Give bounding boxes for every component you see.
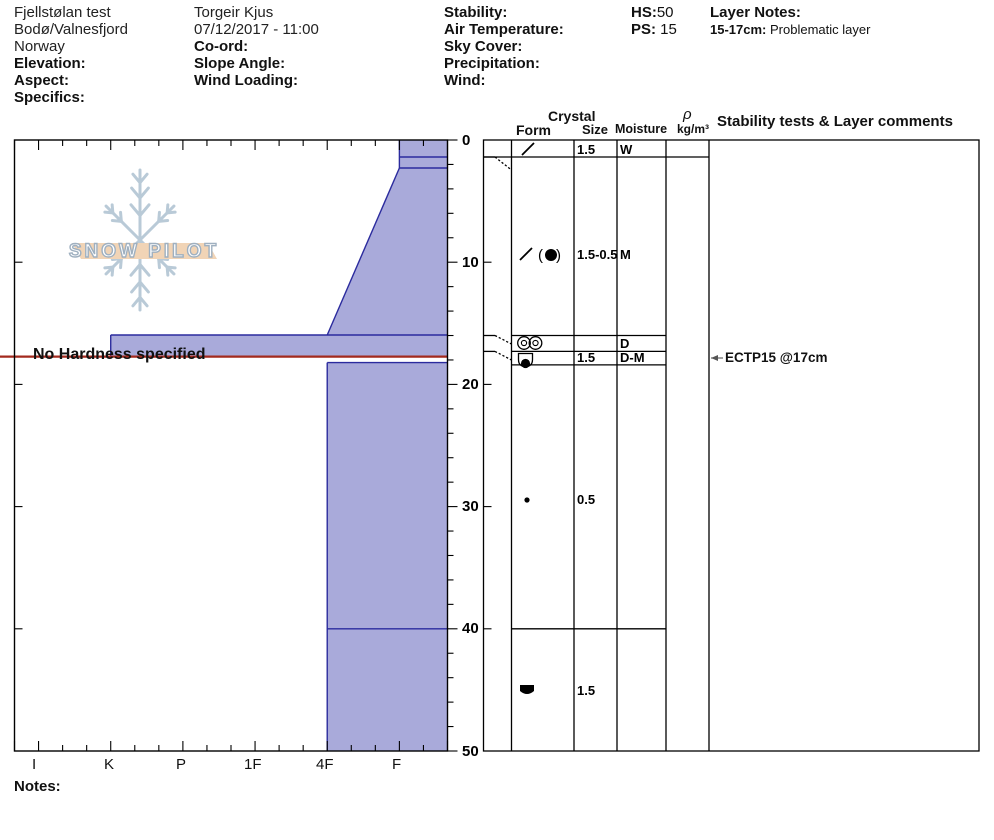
svg-text:1.5: 1.5 (577, 350, 595, 365)
svg-text:D: D (620, 336, 629, 351)
svg-text:M: M (620, 247, 631, 262)
svg-text:(: ( (538, 247, 543, 264)
svg-text:1.5: 1.5 (577, 683, 595, 698)
svg-text:): ) (556, 247, 561, 264)
svg-text:SNOW PILOT: SNOW PILOT (69, 241, 219, 262)
svg-text:1.5-0.5: 1.5-0.5 (577, 247, 617, 262)
svg-text:W: W (620, 142, 633, 157)
svg-text:D-M: D-M (620, 350, 645, 365)
svg-text:ECTP15 @17cm: ECTP15 @17cm (725, 350, 827, 365)
svg-text:0.5: 0.5 (577, 492, 595, 507)
svg-text:1.5: 1.5 (577, 142, 595, 157)
